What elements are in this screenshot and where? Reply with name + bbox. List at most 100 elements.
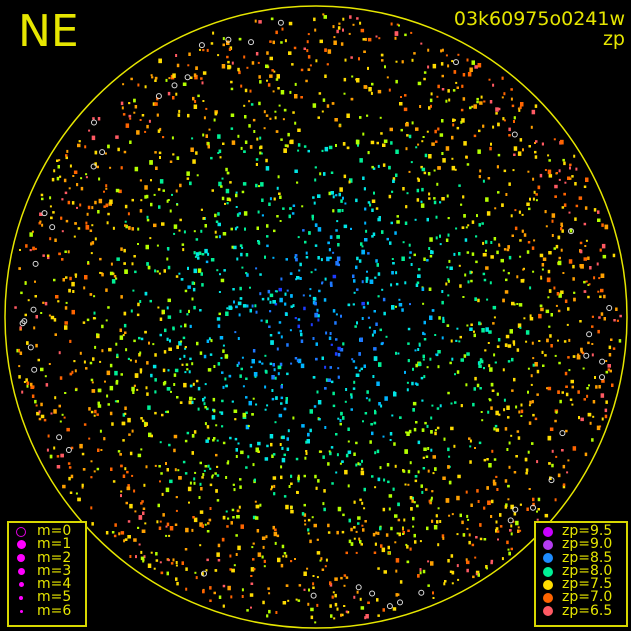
- star-point: [270, 442, 273, 447]
- star-point: [523, 317, 526, 320]
- star-point: [158, 526, 162, 530]
- star-point: [412, 401, 417, 406]
- star-point: [119, 335, 124, 340]
- star-point: [193, 230, 196, 233]
- star-point: [368, 398, 371, 402]
- star-point: [493, 353, 496, 357]
- star-point: [208, 518, 212, 522]
- chart-title-block: 03k60975o0241w zp: [454, 9, 625, 49]
- star-point: [529, 400, 532, 405]
- star-point: [462, 195, 465, 199]
- star-point: [94, 150, 98, 155]
- star-point: [128, 102, 131, 105]
- star-point: [105, 288, 108, 292]
- star-point: [306, 40, 309, 44]
- star-point: [161, 413, 164, 417]
- star-point: [222, 584, 226, 588]
- star-point: [394, 464, 397, 468]
- star-point: [308, 588, 310, 592]
- star-point: [150, 373, 153, 378]
- star-point: [393, 442, 396, 446]
- star-point: [477, 573, 480, 577]
- star-point: [451, 582, 454, 585]
- star-point: [187, 113, 190, 118]
- star-point: [533, 190, 536, 194]
- star-point: [49, 454, 53, 459]
- star-point: [402, 187, 405, 191]
- star-point: [566, 471, 569, 474]
- star-point: [382, 297, 386, 302]
- star-point: [448, 465, 451, 468]
- star-point: [434, 129, 437, 134]
- star-point: [358, 259, 362, 263]
- star-point: [210, 156, 213, 160]
- star-point: [101, 324, 104, 329]
- star-point: [169, 160, 173, 163]
- star-point: [97, 117, 101, 121]
- star-point: [237, 361, 240, 365]
- star-point: [551, 213, 556, 218]
- star-point: [478, 129, 481, 133]
- star-point: [420, 203, 425, 208]
- star-point: [116, 400, 119, 403]
- star-point: [574, 217, 577, 221]
- star-point: [211, 475, 214, 479]
- star-point: [217, 134, 221, 139]
- star-point: [195, 252, 200, 257]
- star-point: [80, 177, 83, 180]
- star-point: [244, 227, 246, 231]
- star-point: [232, 288, 235, 291]
- star-point: [426, 130, 429, 133]
- magnitude-legend-entry: m=5: [11, 590, 85, 605]
- star-point: [576, 355, 581, 360]
- bright-star-point: [418, 589, 425, 596]
- star-point: [266, 51, 269, 55]
- star-point: [367, 151, 370, 155]
- star-point: [237, 301, 242, 306]
- star-point: [326, 256, 330, 262]
- star-point: [345, 453, 349, 458]
- star-point: [374, 542, 377, 546]
- star-point: [166, 571, 169, 576]
- star-point: [405, 205, 408, 209]
- star-point: [199, 48, 201, 51]
- star-point: [225, 384, 228, 388]
- star-point: [271, 454, 274, 458]
- zp-legend-label: zp=8.5: [562, 549, 613, 566]
- star-point: [234, 227, 237, 231]
- star-point: [345, 551, 348, 555]
- star-point: [222, 43, 225, 47]
- magnitude-legend-label: m=0: [37, 523, 72, 539]
- star-point: [426, 424, 429, 428]
- star-point: [524, 457, 528, 462]
- star-point: [187, 486, 192, 492]
- star-point: [391, 271, 394, 275]
- star-point: [353, 452, 356, 456]
- star-point: [226, 197, 231, 201]
- star-point: [129, 117, 132, 120]
- star-point: [303, 513, 307, 517]
- zp-swatch: [538, 553, 558, 564]
- star-point: [479, 169, 482, 173]
- star-point: [392, 179, 395, 183]
- star-point: [544, 354, 547, 357]
- star-point: [517, 151, 522, 156]
- star-point: [286, 437, 289, 441]
- star-point: [510, 214, 513, 218]
- star-point: [264, 408, 267, 411]
- star-point: [597, 210, 600, 214]
- star-point: [324, 74, 327, 78]
- star-point: [312, 376, 316, 379]
- star-point: [437, 350, 441, 354]
- star-point: [484, 252, 487, 257]
- star-point: [277, 175, 280, 179]
- star-point: [71, 370, 74, 374]
- star-point: [257, 61, 260, 64]
- star-point: [273, 531, 278, 537]
- star-point: [458, 252, 461, 256]
- star-point: [339, 419, 342, 423]
- star-point: [433, 197, 436, 200]
- star-point: [127, 520, 131, 523]
- star-point: [236, 515, 240, 519]
- star-point: [307, 528, 310, 532]
